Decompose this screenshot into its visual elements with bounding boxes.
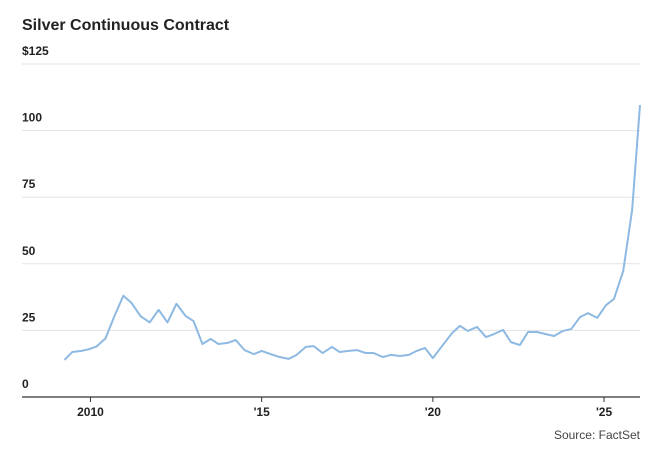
y-tick-label: 25 [22,310,36,324]
x-tick-label: '15 [254,405,271,419]
x-tick-label: 2010 [77,405,104,419]
source: Source: FactSet [554,428,641,442]
x-tick-label: '20 [425,405,442,419]
y-tick-label: 50 [22,244,36,258]
x-tick-label: '25 [596,405,613,419]
chart-title: Silver Continuous Contract [22,17,230,34]
price-line [63,104,641,361]
y-tick-label: $125 [22,44,49,58]
y-tick-label: 75 [22,177,36,191]
y-tick-label: 0 [22,377,29,391]
y-tick-label: 100 [22,111,42,125]
